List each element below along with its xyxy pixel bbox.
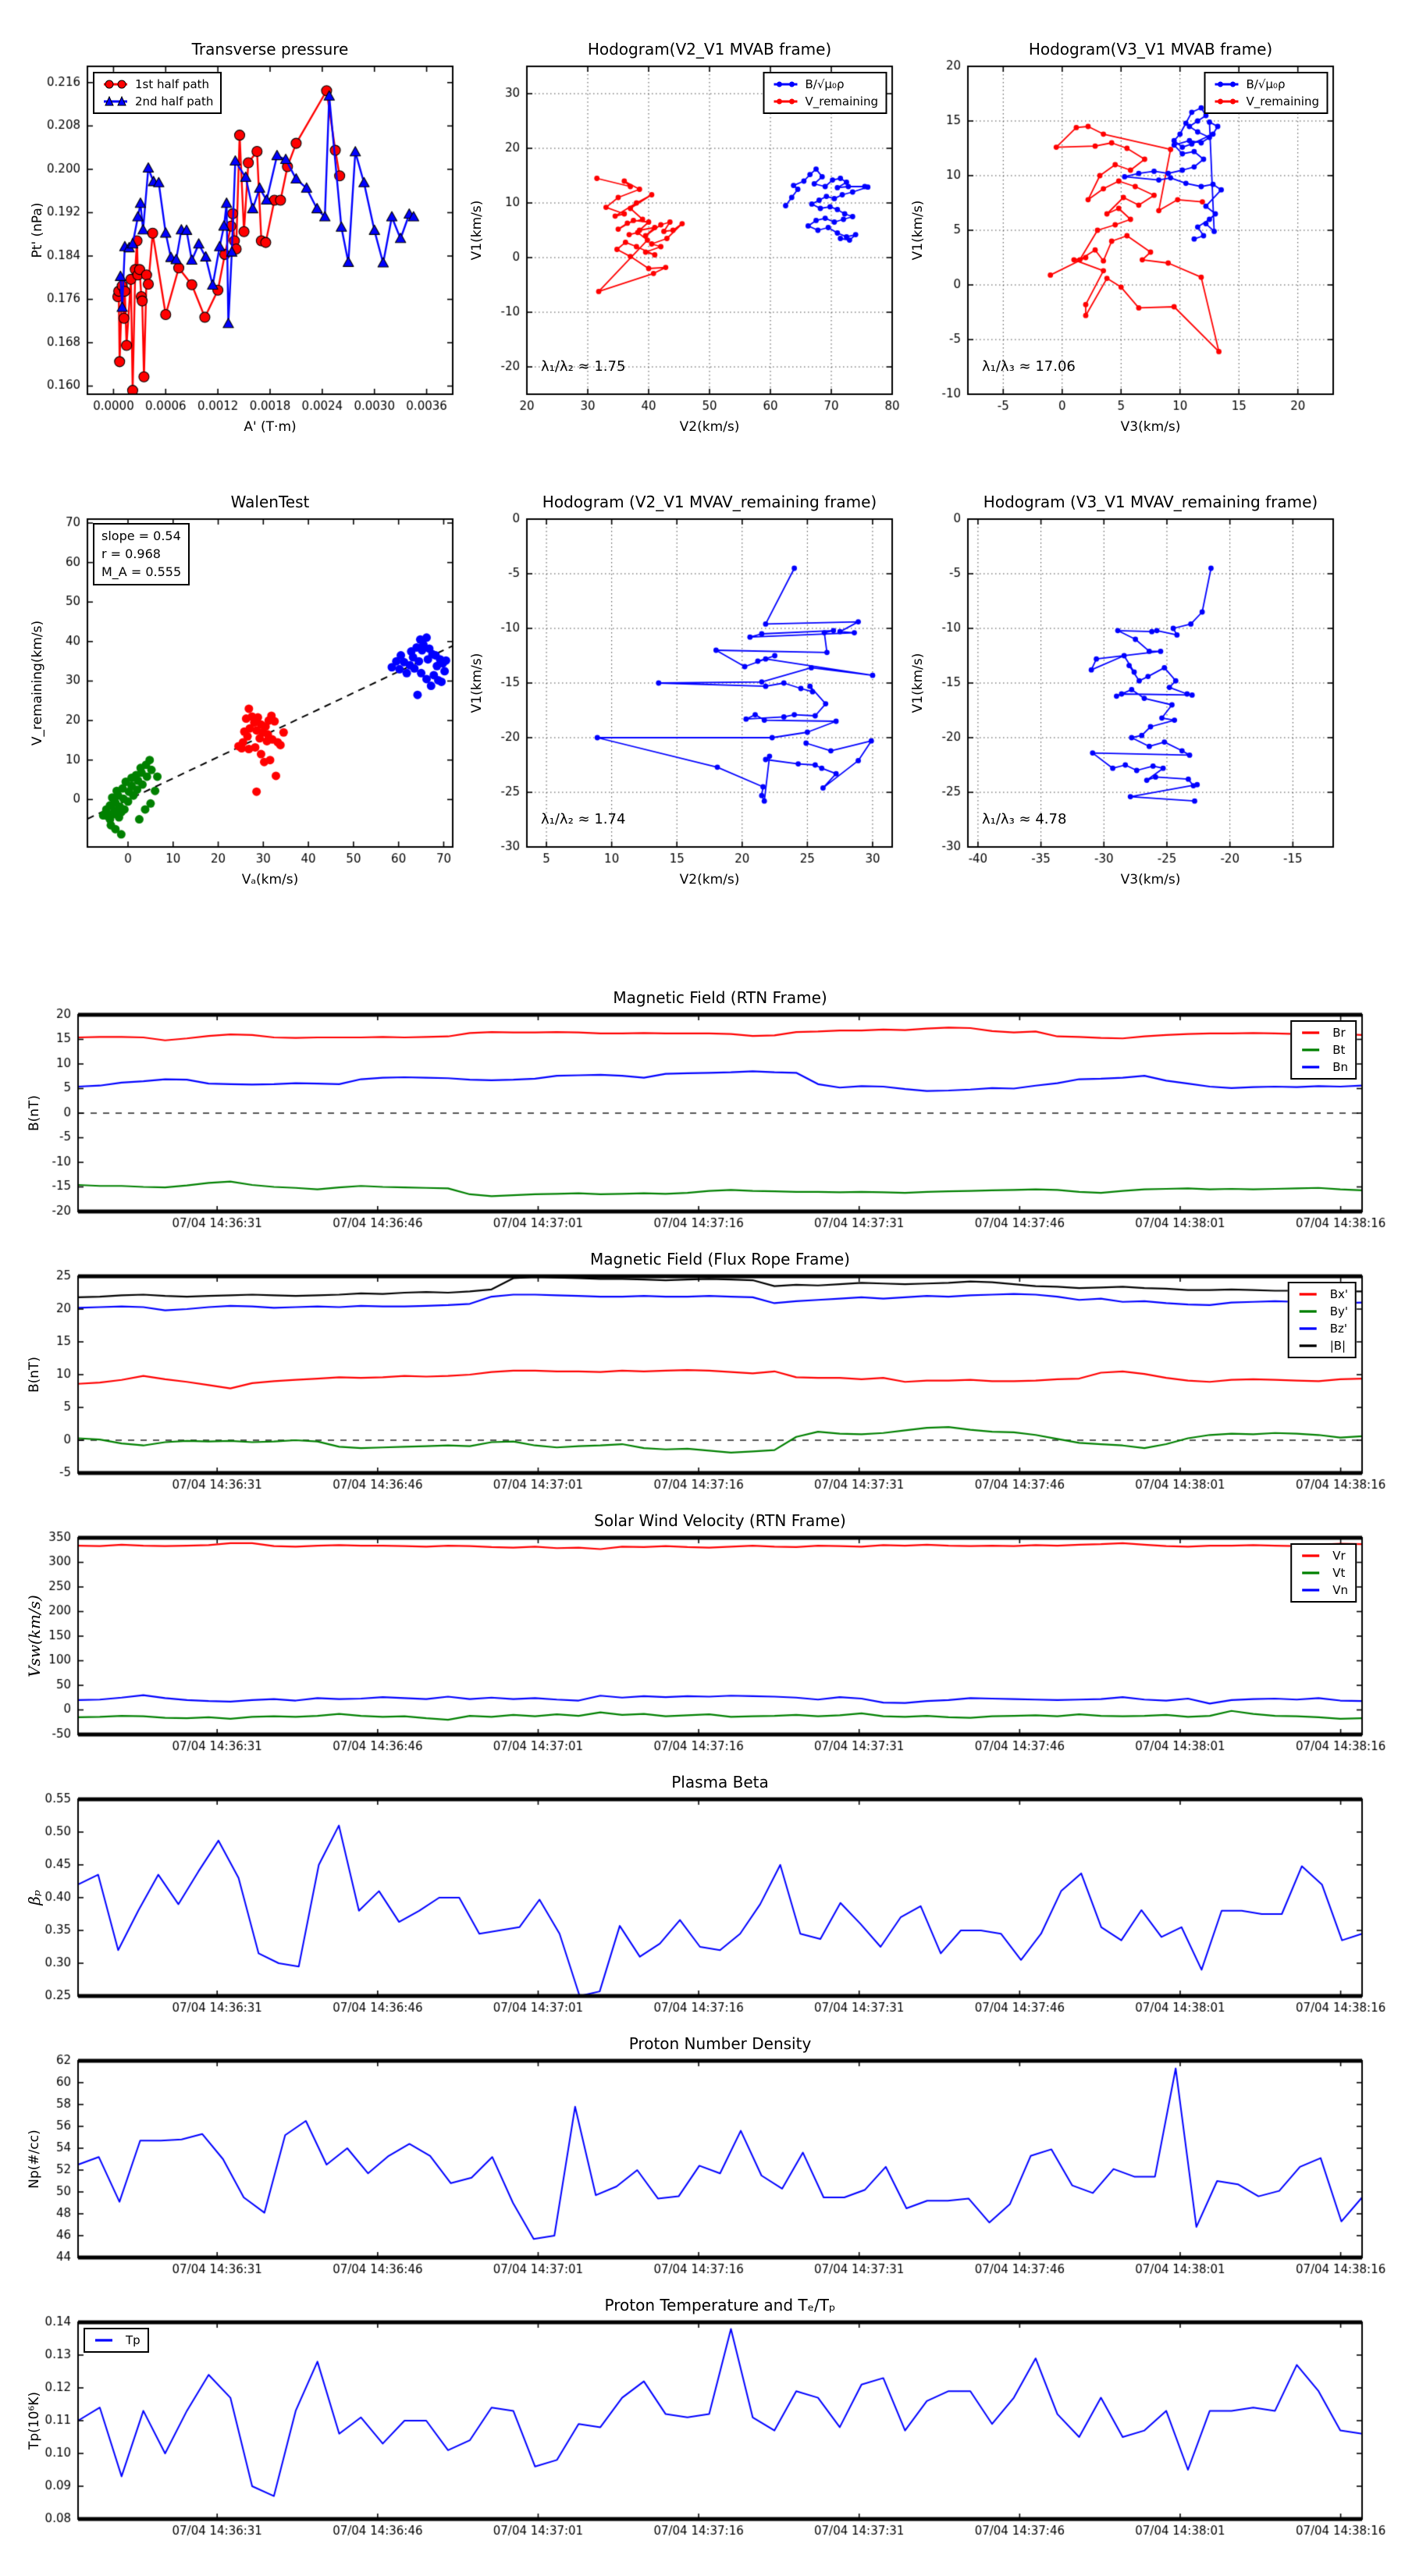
legend-swatch-icon <box>1215 98 1239 105</box>
chart-proton-temperature-title: Proton Temperature and Tₑ/Tₚ <box>604 2296 836 2314</box>
walen-stats-box: slope = 0.54 r = 0.968 M_A = 0.555 <box>93 523 190 585</box>
legend-bfield-rtn: Br Bt Bn <box>1290 1020 1357 1080</box>
y-axis-label-6: B(nT) <box>27 1094 42 1132</box>
legend-entry-V_remaining: V_remaining <box>771 94 878 109</box>
legend-entry-Bz': Bz' <box>1297 1322 1348 1336</box>
y-axis-label-4: V1(km/s) <box>469 653 485 713</box>
legend-hodogram-mvab-v2v1: B/√μ₀ρ V_remaining <box>763 72 887 114</box>
legend-entry-label: 2nd half path <box>135 94 214 109</box>
legend-velocity-rtn: Vr Vt Vn <box>1290 1543 1357 1603</box>
chart-hodogram-v3v1-mvav-title: Hodogram (V3_V1 MVAV_remaining frame) <box>983 493 1318 511</box>
chart-hodogram-v3v1-mvab-title: Hodogram(V3_V1 MVAB frame) <box>1028 40 1273 59</box>
legend-entry-B/√μ₀ρ: B/√μ₀ρ <box>1212 77 1319 91</box>
legend-entry-By': By' <box>1297 1304 1348 1318</box>
y-axis-label-7: B(nT) <box>27 1356 42 1393</box>
lambda-ratio-annotation-4: λ₁/λ₂ ≈ 1.74 <box>541 811 626 827</box>
legend-entry-label: By' <box>1329 1304 1348 1318</box>
walen-slope-value: slope = 0.54 <box>101 528 181 543</box>
legend-swatch-icon <box>1302 1048 1320 1051</box>
chart-walen-test-title: WalenTest <box>230 493 310 511</box>
x-axis-label-1: V2(km/s) <box>679 419 740 435</box>
legend-proton-temperature: Tp <box>84 2328 149 2353</box>
legend-entry-label: Vr <box>1332 1549 1346 1563</box>
legend-swatch-icon <box>1299 1293 1317 1296</box>
legend-entry-Bn: Bn <box>1299 1060 1348 1074</box>
legend-swatch-icon <box>1299 1310 1317 1313</box>
legend-entry-Vr: Vr <box>1299 1549 1348 1563</box>
legend-entry-label: |B| <box>1329 1339 1346 1353</box>
chart-transverse-pressure-title: Transverse pressure <box>191 40 349 59</box>
legend-entry-label: B/√μ₀ρ <box>1246 77 1286 91</box>
legend-entry-label: V_remaining <box>805 94 878 109</box>
legend-entry-V_remaining: V_remaining <box>1212 94 1319 109</box>
x-axis-label-4: V2(km/s) <box>679 872 740 888</box>
y-axis-label-0: Pt' (nPa) <box>30 202 45 258</box>
y-axis-label-2: V1(km/s) <box>910 200 926 261</box>
chart-proton-density-title: Proton Number Density <box>628 2034 812 2053</box>
legend-swatch-icon <box>1302 1554 1320 1557</box>
lambda-ratio-annotation-2: λ₁/λ₃ ≈ 17.06 <box>982 358 1076 375</box>
x-axis-label-0: A' (T·m) <box>244 419 297 435</box>
legend-entry-label: Br <box>1332 1026 1346 1040</box>
chart-hodogram-v2v1-mvav-title: Hodogram (V2_V1 MVAV_remaining frame) <box>542 493 877 511</box>
legend-entry-1st half path: 1st half path <box>101 77 213 91</box>
y-axis-label-9: βₚ <box>25 1890 44 1905</box>
walen-r-value: r = 0.968 <box>101 546 161 562</box>
chart-bfield-fluxrope-title: Magnetic Field (Flux Rope Frame) <box>590 1250 850 1268</box>
legend-entry-label: Vt <box>1332 1566 1346 1580</box>
lambda-ratio-annotation-5: λ₁/λ₃ ≈ 4.78 <box>982 811 1067 827</box>
x-axis-label-5: V3(km/s) <box>1120 872 1181 888</box>
legend-bfield-fluxrope: Bx' By' Bz' |B| <box>1287 1282 1357 1358</box>
legend-swatch-icon <box>1215 81 1239 87</box>
legend-swatch-icon <box>1299 1327 1317 1330</box>
legend-swatch-icon <box>1302 1571 1320 1574</box>
legend-hodogram-mvab-v3v1: B/√μ₀ρ V_remaining <box>1204 72 1328 114</box>
legend-entry-label: Bn <box>1332 1060 1348 1074</box>
legend-entry-label: Bx' <box>1329 1287 1348 1301</box>
x-axis-label-2: V3(km/s) <box>1120 419 1181 435</box>
legend-entry-label: Tp <box>126 2333 140 2347</box>
legend-swatch-icon <box>774 81 798 87</box>
chart-bfield-rtn-title: Magnetic Field (RTN Frame) <box>613 988 827 1007</box>
y-axis-label-3: V_remaining(km/s) <box>30 620 45 746</box>
legend-swatch-icon <box>95 2339 112 2342</box>
legend-entry-label: B/√μ₀ρ <box>805 77 845 91</box>
walen-ma-value: M_A = 0.555 <box>101 564 182 580</box>
legend-swatch-icon <box>1302 1066 1320 1069</box>
y-axis-label-8: Vsw(km/s) <box>25 1595 44 1678</box>
legend-swatch-icon <box>1302 1589 1320 1592</box>
chart-velocity-rtn-title: Solar Wind Velocity (RTN Frame) <box>594 1511 846 1530</box>
legend-transverse-pressure: 1st half path 2nd half path <box>93 72 222 114</box>
legend-entry-Bx': Bx' <box>1297 1287 1348 1301</box>
legend-swatch-icon <box>774 98 798 105</box>
legend-entry-label: V_remaining <box>1246 94 1319 109</box>
legend-swatch-icon <box>1299 1344 1317 1347</box>
x-axis-label-3: Vₐ(km/s) <box>241 872 299 888</box>
legend-entry-2nd half path: 2nd half path <box>101 94 213 109</box>
legend-entry-Tp: Tp <box>92 2333 140 2347</box>
y-axis-label-1: V1(km/s) <box>469 200 485 261</box>
legend-swatch-icon <box>104 95 127 106</box>
y-axis-label-10: Np(#/cc) <box>27 2129 42 2189</box>
legend-entry-label: Vn <box>1332 1583 1348 1597</box>
y-axis-label-5: V1(km/s) <box>910 653 926 713</box>
legend-swatch-icon <box>104 80 127 89</box>
legend-entry-Vn: Vn <box>1299 1583 1348 1597</box>
legend-entry-B/√μ₀ρ: B/√μ₀ρ <box>771 77 878 91</box>
y-axis-label-11: Tp(10⁶K) <box>27 2391 42 2450</box>
legend-entry-Bt: Bt <box>1299 1043 1348 1057</box>
legend-entry-Br: Br <box>1299 1026 1348 1040</box>
legend-swatch-icon <box>1302 1031 1320 1034</box>
chart-plasma-beta-title: Plasma Beta <box>671 1773 769 1791</box>
lambda-ratio-annotation-1: λ₁/λ₂ ≈ 1.75 <box>541 358 626 375</box>
chart-hodogram-v2v1-mvab-title: Hodogram(V2_V1 MVAB frame) <box>587 40 832 59</box>
legend-entry-|B|: |B| <box>1297 1339 1348 1353</box>
legend-entry-Vt: Vt <box>1299 1566 1348 1580</box>
legend-entry-label: 1st half path <box>135 77 210 91</box>
legend-entry-label: Bt <box>1332 1043 1346 1057</box>
legend-entry-label: Bz' <box>1329 1322 1347 1336</box>
